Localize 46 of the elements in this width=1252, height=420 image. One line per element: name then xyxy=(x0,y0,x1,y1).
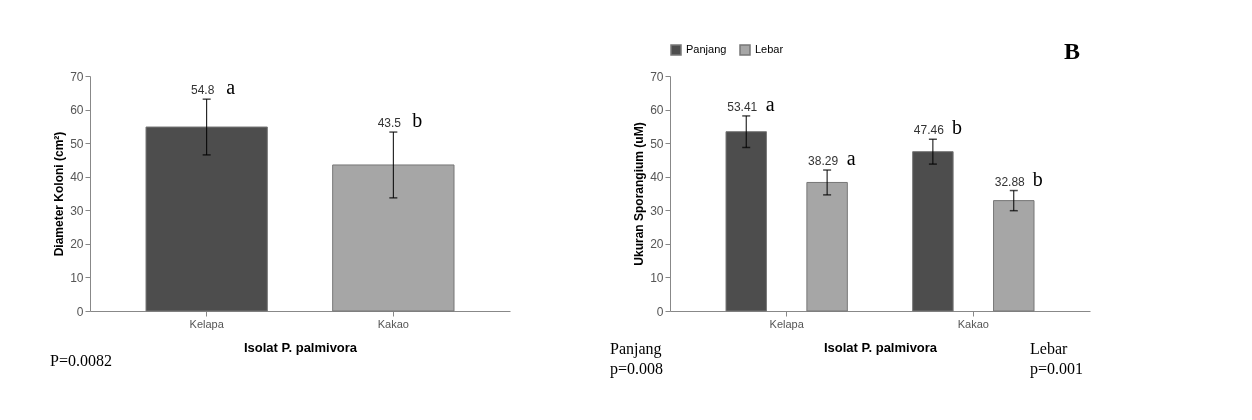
text: B xyxy=(1063,38,1080,64)
y-tick-label: 40 xyxy=(70,170,84,185)
y-tick-label: 40 xyxy=(650,170,664,185)
bar xyxy=(993,200,1035,312)
x-tick-label: Kelapa xyxy=(189,317,225,330)
annotation: b xyxy=(951,116,962,139)
data-label: 47.46 xyxy=(913,123,945,138)
bar xyxy=(725,131,767,312)
data-label: 38.29 xyxy=(808,154,839,169)
x-tick-label: Kelapa xyxy=(769,317,805,330)
x-tick-label: Kakao xyxy=(377,317,409,330)
text: Panjang p=0.008 xyxy=(610,340,664,378)
x-tick-label: Kakao xyxy=(957,317,989,330)
y-tick-label: 0 xyxy=(656,304,664,319)
x-axis-title: Isolat P. palmivora xyxy=(243,339,358,355)
annotation: a xyxy=(226,76,236,99)
annotation: b xyxy=(412,109,423,132)
data-label: 43.5 xyxy=(377,116,402,131)
data-label: 32.88 xyxy=(994,174,1026,189)
y-tick-label: 60 xyxy=(70,103,84,118)
text: Lebar p=0.001 xyxy=(1030,340,1084,378)
y-tick-label: 60 xyxy=(650,103,664,118)
y-axis-title: Ukuran Sporangium (uM) xyxy=(632,122,647,266)
y-tick-label: 70 xyxy=(650,69,664,84)
legend-label: Lebar xyxy=(755,43,784,55)
annotation: b xyxy=(1032,167,1043,190)
y-tick-label: 50 xyxy=(650,136,664,151)
bar xyxy=(806,181,848,312)
text: P=0.0082 xyxy=(50,352,112,369)
y-axis-title: Diameter Koloni (cm²) xyxy=(52,131,67,257)
bar xyxy=(912,151,954,312)
y-tick-label: 10 xyxy=(650,270,664,285)
x-axis-title: Isolat P. palmivora xyxy=(823,339,938,355)
y-tick-label: 70 xyxy=(70,69,84,84)
y-tick-label: 0 xyxy=(76,304,84,319)
y-tick-label: 50 xyxy=(70,136,84,151)
data-label: 54.8 xyxy=(190,83,215,98)
annotation: a xyxy=(846,147,856,170)
annotation: a xyxy=(765,92,775,115)
y-tick-label: 10 xyxy=(70,270,84,285)
data-label: 53.41 xyxy=(727,99,758,114)
y-tick-label: 30 xyxy=(650,203,664,218)
y-tick-label: 20 xyxy=(650,237,664,252)
y-tick-label: 20 xyxy=(70,237,84,252)
y-tick-label: 30 xyxy=(70,203,84,218)
legend-label: Panjang xyxy=(686,43,727,55)
